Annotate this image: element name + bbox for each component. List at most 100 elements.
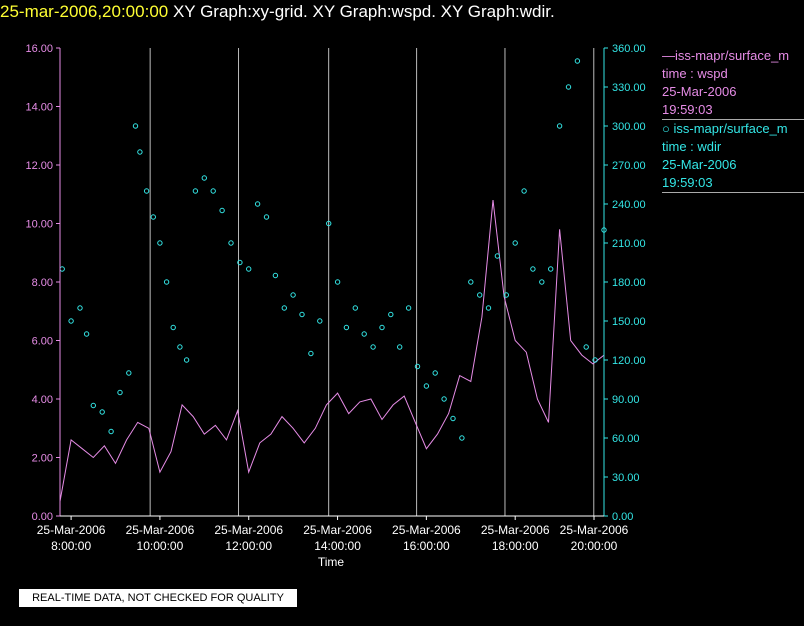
x-tick-time-label: 20:00:00 [571, 539, 618, 553]
legend-marker-symbol: ○ [662, 121, 670, 136]
wdir-point [521, 188, 527, 194]
wdir-point [99, 409, 105, 415]
x-tick-time-label: 10:00:00 [137, 539, 184, 553]
wdir-point [512, 240, 518, 246]
legend-entry-wspd: —iss-mapr/surface_m time : wspd 25-Mar-2… [662, 47, 789, 119]
right-tick-label: 30.00 [612, 472, 640, 484]
wdir-point [246, 266, 252, 272]
right-tick-label: 330.00 [612, 82, 646, 94]
wdir-point [361, 331, 367, 337]
wdir-point [150, 214, 157, 220]
wdir-point [423, 383, 430, 389]
wdir-point [432, 370, 438, 376]
axes-layer: 0.00 2.00 4.00 6.00 8.00 10.00 12.00 14.00 16.00… [25, 43, 645, 553]
wdir-point [177, 344, 183, 350]
wdir-point [459, 435, 465, 441]
wdir-point [530, 266, 536, 272]
wdir-point [317, 318, 323, 324]
left-tick-label: 8.00 [32, 277, 53, 289]
left-tick-label: 14.00 [25, 102, 53, 114]
x-tick-date-label: 25-Mar-2006 [560, 523, 629, 537]
wdir-point [201, 175, 208, 181]
legend-divider [662, 119, 804, 120]
wdir-point [163, 279, 170, 285]
x-axis-label: Time [318, 555, 345, 569]
wdir-point [170, 324, 176, 331]
legend-wdir-field: time : wdir [662, 139, 722, 154]
grid-layer [149, 48, 595, 516]
left-tick-label: 16.00 [25, 43, 53, 55]
x-tick-date-label: 25-Mar-2006 [37, 523, 106, 537]
right-tick-label: 360.00 [612, 43, 646, 55]
quality-notice: REAL-TIME DATA, NOT CHECKED FOR QUALITY [19, 589, 297, 607]
wdir-point [326, 220, 332, 227]
wdir-point [219, 207, 225, 214]
wdir-point [272, 272, 279, 279]
wdir-point [192, 188, 199, 194]
wdir-point [450, 415, 456, 422]
title-date: 25-mar-2006,20:00:00 [0, 2, 169, 21]
legend-wdir-source: iss-mapr/surface_m [673, 121, 788, 136]
wdir-point [299, 311, 305, 318]
wdir-series-layer [59, 58, 607, 441]
wdir-point [548, 266, 554, 272]
x-tick-time-label: 16:00:00 [403, 539, 450, 553]
wdir-point [388, 311, 394, 318]
wdir-point [183, 357, 190, 363]
x-tick-time-label: 18:00:00 [492, 539, 539, 553]
left-tick-label: 0.00 [32, 511, 53, 523]
right-tick-label: 0.00 [612, 511, 633, 523]
wdir-point [228, 240, 234, 246]
wdir-point [137, 149, 143, 155]
wdir-point [132, 123, 139, 129]
wdir-point [379, 324, 385, 331]
x-tick-date-label: 25-Mar-2006 [214, 523, 283, 537]
left-tick-label: 12.00 [25, 160, 53, 172]
x-tick-date-label: 25-Mar-2006 [392, 523, 461, 537]
wdir-point [485, 305, 492, 311]
wdir-point [397, 344, 403, 350]
wdir-point [583, 344, 589, 350]
legend-wdir-time: 19:59:03 [662, 175, 713, 190]
wdir-point [352, 305, 358, 311]
right-tick-label: 60.00 [612, 433, 640, 445]
wdir-point [108, 428, 114, 435]
wdir-point [117, 389, 123, 396]
wdir-point [126, 370, 132, 376]
legend-wspd-field: time : wspd [662, 66, 728, 81]
right-tick-label: 240.00 [612, 199, 646, 211]
right-tick-label: 120.00 [612, 355, 646, 367]
legend-wspd-time: 19:59:03 [662, 102, 713, 117]
title-graph-list: XY Graph:xy-grid. XY Graph:wspd. XY Grap… [172, 2, 555, 21]
wdir-point [83, 331, 90, 337]
wdir-point [157, 240, 163, 246]
wdir-point [574, 58, 581, 64]
wdir-point [494, 253, 501, 259]
legend-wdir-date: 25-Mar-2006 [662, 157, 737, 172]
wdir-point [334, 279, 341, 285]
x-tick-time-label: 8:00:00 [51, 539, 91, 553]
wdir-point [290, 292, 296, 298]
wdir-point [210, 188, 216, 194]
wdir-point [308, 350, 314, 357]
wdir-point [503, 292, 509, 298]
wdir-point [68, 318, 74, 324]
wdir-point [414, 363, 421, 370]
left-tick-label: 2.00 [32, 453, 53, 465]
x-tick-time-label: 14:00:00 [314, 539, 361, 553]
wdir-point [539, 279, 545, 285]
wdir-point [237, 259, 243, 266]
wdir-point [343, 324, 350, 331]
wspd-line [59, 200, 605, 502]
right-tick-label: 90.00 [612, 394, 640, 406]
x-tick-date-label: 25-Mar-2006 [126, 523, 195, 537]
wdir-point [254, 201, 261, 207]
wdir-point [281, 305, 287, 311]
legend-wspd-date: 25-Mar-2006 [662, 84, 737, 99]
right-tick-label: 180.00 [612, 277, 646, 289]
x-tick-date-label: 25-Mar-2006 [481, 523, 550, 537]
wdir-point [143, 188, 150, 194]
wdir-point [565, 84, 572, 90]
wdir-point [77, 305, 83, 311]
